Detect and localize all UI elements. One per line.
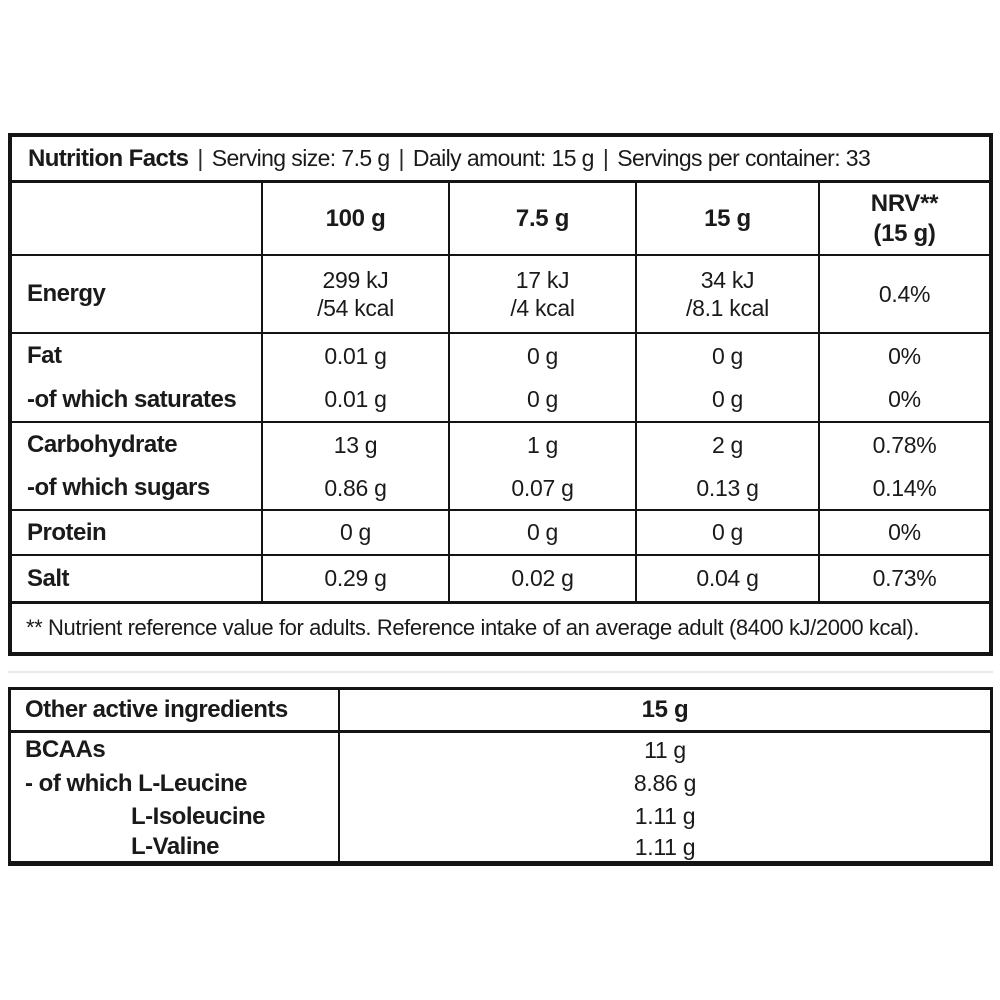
row-protein: Protein 0 g 0 g 0 g 0% [12,511,989,556]
row-bcaas: BCAAs 11 g [11,733,990,767]
row-l-isoleucine: L-Isoleucine 1.11 g [11,800,990,833]
ingredient-value: 11 g [338,733,990,767]
other-ingredients-table: Other active ingredients 15 g BCAAs 11 g… [8,687,993,866]
salt-nrv: 0.73% [818,556,989,601]
nutrient-label: Salt [27,564,70,592]
ingredient-value: 1.11 g [338,833,990,861]
row-sugars: -of which sugars 0.86 g 0.07 g 0.13 g 0.… [12,467,989,511]
serving-size-text: Serving size: 7.5 g [211,145,390,171]
salt-value-100g: 0.29 g [261,556,448,601]
row-saturates: -of which saturates 0.01 g 0 g 0 g 0% [12,378,989,423]
row-l-leucine: - of which L-Leucine 8.86 g [11,767,990,800]
nutrient-label: Fat [27,342,62,369]
energy-value-15g: 34 kJ /8.1 kcal [635,256,818,332]
footnote-row: ** Nutrient reference value for adults. … [26,615,920,640]
ingredient-label: - of which L-Leucine [25,769,248,797]
energy-kcal: /8.1 kcal [686,295,769,321]
col-header-100g: 100 g [261,183,448,254]
fat-value-100g: 0.01 g [261,334,448,378]
servings-per-container-text: Servings per container: 33 [617,145,871,171]
carbohydrate-value-15g: 2 g [635,423,818,467]
salt-value-15g: 0.04 g [635,556,818,601]
separator-bar: | [602,145,609,171]
nutrient-label: -of which sugars [27,474,210,501]
nutrient-label: Protein [27,518,107,546]
sugars-value-15g: 0.13 g [635,467,818,509]
nutrient-label: -of which saturates [27,385,237,413]
energy-kcal: /54 kcal [317,295,394,321]
salt-value-7-5g: 0.02 g [448,556,635,601]
energy-nrv: 0.4% [818,256,989,332]
title-row: Nutrition Facts | Serving size: 7.5 g | … [12,137,989,183]
protein-nrv: 0% [818,511,989,554]
ingredient-value: 8.86 g [338,767,990,800]
column-header-row: 100 g 7.5 g 15 g NRV** (15 g) [12,183,989,256]
energy-kcal: /4 kcal [510,295,575,321]
protein-value-15g: 0 g [635,511,818,554]
row-l-valine: L-Valine 1.11 g [11,833,990,861]
other-ingredients-header-row: Other active ingredients 15 g [11,690,990,733]
separator-bar: | [197,145,203,171]
ingredient-label: L-Isoleucine [131,802,266,830]
other-ingredients-amount-header: 15 g [338,690,990,730]
sugars-nrv: 0.14% [818,467,989,509]
saturates-value-7-5g: 0 g [448,378,635,421]
row-energy: Energy 299 kJ /54 kcal 17 kJ /4 kcal 34 … [12,256,989,334]
fat-value-7-5g: 0 g [448,334,635,378]
protein-value-100g: 0 g [261,511,448,554]
other-ingredients-label: Other active ingredients [25,696,288,723]
row-salt: Salt 0.29 g 0.02 g 0.04 g 0.73% [12,556,989,604]
saturates-nrv: 0% [818,378,989,421]
col-header-7-5g: 7.5 g [448,183,635,254]
nrv-header-line1: NRV** [870,189,939,217]
nutrition-facts-table: Nutrition Facts | Serving size: 7.5 g | … [8,133,993,656]
row-fat: Fat 0.01 g 0 g 0 g 0% [12,334,989,378]
energy-value-7-5g: 17 kJ /4 kcal [448,256,635,332]
saturates-value-100g: 0.01 g [261,378,448,421]
protein-value-7-5g: 0 g [448,511,635,554]
blank-header-cell [12,183,261,254]
nrv-header-line2: (15 g) [873,219,936,247]
col-header-15g: 15 g [635,183,818,254]
energy-kj: 299 kJ [322,266,389,293]
energy-kj: 17 kJ [515,266,570,293]
nutrient-label: Carbohydrate [27,431,178,458]
carbohydrate-value-7-5g: 1 g [448,423,635,467]
sugars-value-7-5g: 0.07 g [448,467,635,509]
table-gap-divider [8,671,993,673]
carbohydrate-nrv: 0.78% [818,423,989,467]
ingredient-value: 1.11 g [338,800,990,833]
fat-nrv: 0% [818,334,989,378]
carbohydrate-value-100g: 13 g [261,423,448,467]
energy-value-100g: 299 kJ /54 kcal [261,256,448,332]
separator-bar: | [398,145,405,171]
daily-amount-text: Daily amount: 15 g [412,145,595,171]
fat-value-15g: 0 g [635,334,818,378]
row-carbohydrate: Carbohydrate 13 g 1 g 2 g 0.78% [12,423,989,467]
ingredient-label: BCAAs [25,736,106,763]
table-title: Nutrition Facts [28,144,189,172]
ingredient-label: L-Valine [131,833,220,860]
sugars-value-100g: 0.86 g [261,467,448,509]
saturates-value-15g: 0 g [635,378,818,421]
energy-kj: 34 kJ [700,266,755,293]
nutrient-label: Energy [27,280,106,307]
col-header-nrv: NRV** (15 g) [818,183,989,254]
